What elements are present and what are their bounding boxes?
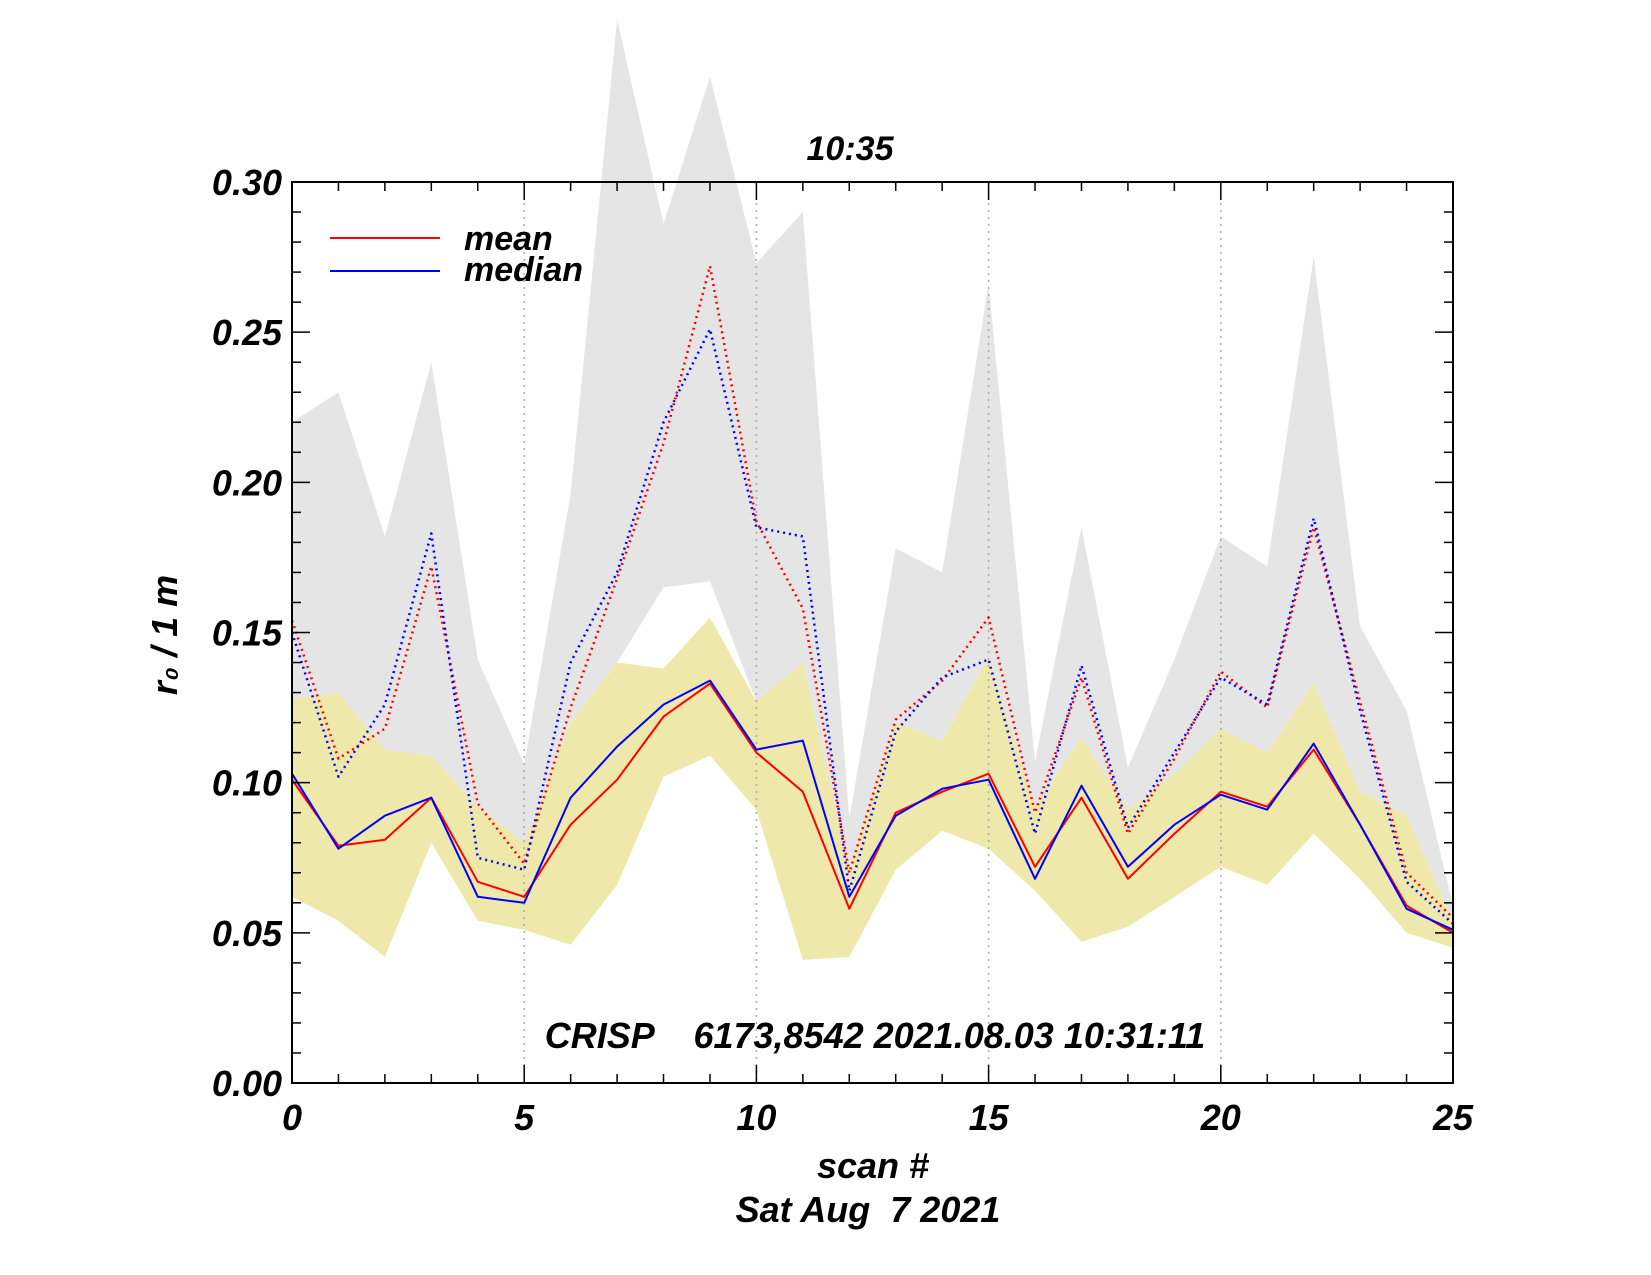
grid-layer xyxy=(523,182,1222,1083)
tick-label-layer: 0 5 10 15 20 25 0.00 0.05 0.10 0.15 0.20 0.25 0.30 xyxy=(212,162,1474,1138)
mean-line xyxy=(291,682,1454,934)
x-tick-label-15: 15 xyxy=(969,1097,1010,1138)
y-tick-label-0.20: 0.20 xyxy=(212,462,282,503)
tick-layer xyxy=(291,181,1454,1084)
mean-upper-dotted-line xyxy=(290,264,1454,919)
series-layer xyxy=(290,264,1454,934)
legend-mean-label: mean xyxy=(464,220,553,258)
chart-title: 10:35 xyxy=(807,130,895,168)
date-label: Sat Aug 7 2021 xyxy=(736,1189,1001,1230)
x-tick-label-5: 5 xyxy=(514,1097,535,1138)
y-tick-label-0.05: 0.05 xyxy=(212,913,283,954)
legend: mean median xyxy=(330,220,583,289)
upper-spread-band xyxy=(292,19,1453,921)
x-axis-label: scan # xyxy=(817,1145,929,1186)
x-tick-label-10: 10 xyxy=(736,1097,776,1138)
x-tick-label-25: 25 xyxy=(1432,1097,1474,1138)
instrument-annotation: CRISP 6173,8542 2021.08.03 10:31:11 xyxy=(545,1015,1205,1056)
x-tick-label-20: 20 xyxy=(1200,1097,1241,1138)
legend-median-label: median xyxy=(464,251,583,289)
lower-spread-band xyxy=(292,617,1453,960)
y-axis-label: r₀ / 1 m xyxy=(144,575,185,695)
y-tick-label-0.10: 0.10 xyxy=(212,763,282,804)
band-layer xyxy=(292,19,1453,960)
y-tick-label-0.25: 0.25 xyxy=(212,312,283,353)
y-tick-label-0.15: 0.15 xyxy=(212,613,283,654)
y-tick-label-0.30: 0.30 xyxy=(212,162,282,203)
median-upper-dotted-line xyxy=(290,327,1454,925)
x-tick-label-0: 0 xyxy=(282,1097,302,1138)
y-tick-label-0.00: 0.00 xyxy=(212,1063,282,1104)
median-line xyxy=(291,679,1454,931)
